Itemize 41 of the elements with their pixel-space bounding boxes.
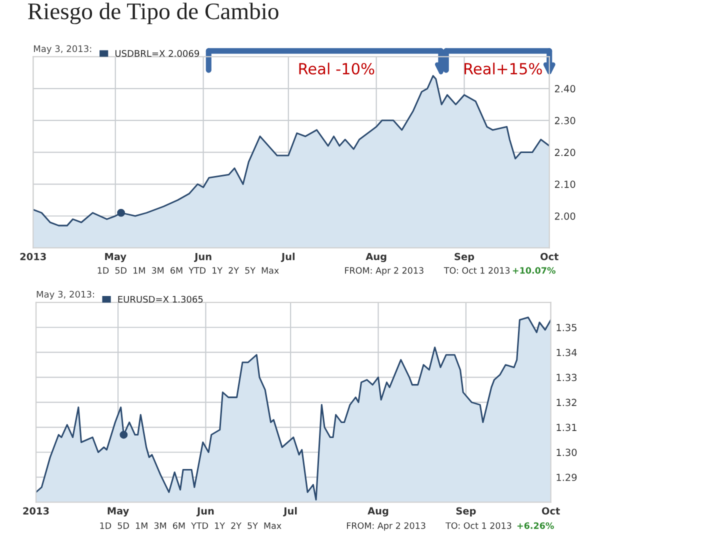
text: TO: Oct 1 2013 bbox=[446, 522, 512, 529]
text: FROM: Apr 2 2013 bbox=[347, 522, 426, 531]
y-tick-label: 2.20 bbox=[554, 148, 576, 156]
y-tick-label: 1.35 bbox=[556, 324, 576, 332]
x-tick-label: Jun bbox=[194, 253, 212, 262]
y-tick-label: 2.10 bbox=[554, 180, 576, 188]
text: FROM: Apr 2 2013 bbox=[345, 267, 424, 276]
text: 1D 5D 1M 3M 6M YTD 1Y 2Y 5Y Max bbox=[98, 267, 279, 274]
legend-label: USDBRL=X 2.0069 bbox=[115, 50, 200, 57]
x-tick-label: Sep bbox=[454, 252, 474, 262]
x-tick-label: Aug bbox=[366, 252, 386, 262]
y-tick-label: 1.31 bbox=[556, 424, 576, 432]
x-tick-label: Oct bbox=[542, 507, 560, 515]
x-tick-label: 2013 bbox=[23, 507, 49, 515]
x-tick-label: Oct bbox=[540, 252, 558, 260]
y-tick-label: 2.00 bbox=[554, 212, 576, 220]
x-tick-label: Jun bbox=[196, 507, 214, 516]
y-tick-label: 1.33 bbox=[556, 374, 577, 382]
y-tick-label: 1.30 bbox=[556, 448, 577, 456]
x-tick-label: Sep bbox=[456, 507, 476, 516]
x-tick-label: Jul bbox=[280, 252, 295, 262]
x-tick-label: May bbox=[108, 507, 129, 516]
y-tick-label: 2.40 bbox=[554, 85, 576, 92]
y-tick-label: 2.30 bbox=[554, 116, 576, 124]
text: 1D 5D 1M 3M 6M YTD 1Y 2Y 5Y Max bbox=[100, 522, 282, 529]
x-tick-label: Jul bbox=[283, 507, 297, 516]
x-tick-label: 2013 bbox=[20, 252, 46, 260]
legend-label: EURUSD=X 1.3065 bbox=[118, 296, 203, 303]
y-tick-label: 1.32 bbox=[556, 398, 576, 406]
y-tick-label: 1.34 bbox=[556, 348, 577, 356]
chart-subtitle: May 3, 2013: bbox=[34, 45, 92, 54]
x-tick-label: Aug bbox=[368, 507, 388, 516]
chart-subtitle: May 3, 2013: bbox=[36, 290, 94, 300]
text: +6.26% bbox=[517, 522, 554, 529]
text: +10.07% bbox=[512, 267, 556, 274]
annotation: Real+15% bbox=[464, 62, 542, 75]
text: TO: Oct 1 2013 bbox=[444, 267, 510, 274]
annotation: Real -10% bbox=[299, 62, 374, 75]
y-tick-label: 1.29 bbox=[556, 474, 577, 482]
x-tick-label: May bbox=[105, 252, 126, 262]
chart-title: Riesgo de Tipo de Cambio bbox=[28, 2, 278, 24]
